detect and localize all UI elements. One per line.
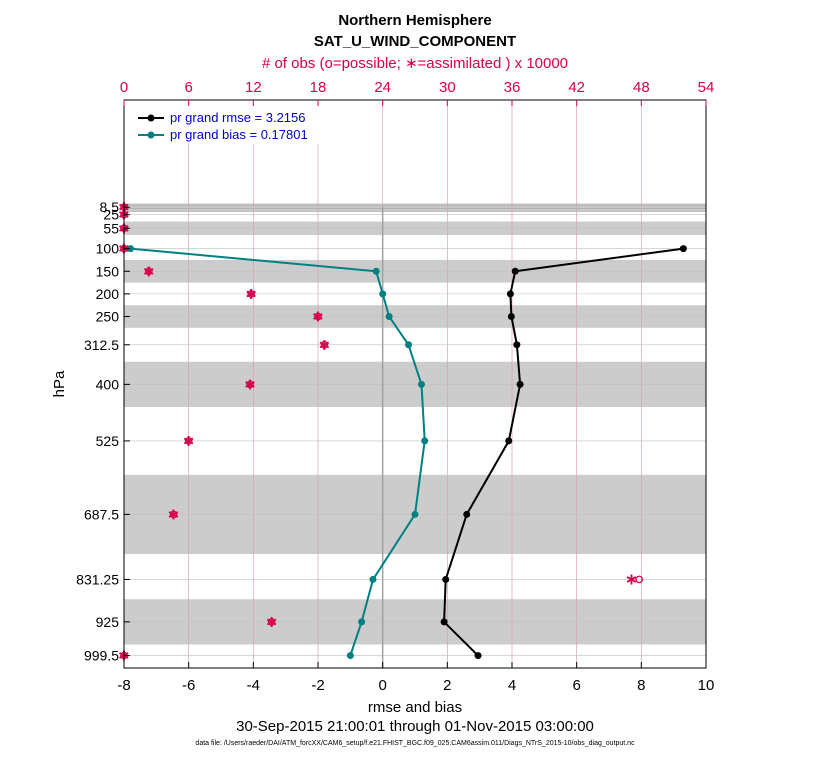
x-tick-label: 6 bbox=[572, 677, 580, 694]
x-tick-label: 4 bbox=[508, 677, 516, 694]
y-tick-label: 8.5 bbox=[100, 199, 120, 215]
obs-possible-marker bbox=[247, 290, 256, 298]
top-tick-label: 6 bbox=[184, 79, 192, 96]
bottom-axis: -8 -6 -4 -2 0 2 4 6 8 10 bbox=[117, 662, 714, 694]
bias-point bbox=[405, 341, 413, 349]
obs-possible-marker bbox=[144, 267, 153, 276]
obs-assimilated-marker: ∗ bbox=[182, 433, 195, 450]
legend: pr grand rmse = 3.2156 pr grand bias = 0… bbox=[132, 106, 362, 144]
y-tick-label: 200 bbox=[96, 286, 120, 302]
bias-point bbox=[379, 290, 387, 298]
y-tick-label: 25 bbox=[103, 207, 119, 223]
rmse-point bbox=[507, 313, 515, 320]
x-tick-label: -4 bbox=[247, 677, 260, 694]
bias-point bbox=[421, 437, 429, 445]
obs-possible-marker bbox=[635, 575, 644, 584]
x-tick-label: 8 bbox=[637, 677, 645, 694]
top-tick-label: 36 bbox=[504, 79, 521, 96]
x-tick-label: -8 bbox=[117, 677, 130, 694]
top-axis-label: # of obs (o=possible; ∗=assimilated ) x … bbox=[262, 55, 568, 72]
bias-point bbox=[369, 575, 377, 583]
legend-rmse-label: pr grand rmse = 3.2156 bbox=[170, 110, 306, 125]
obs-possible-marker bbox=[314, 312, 322, 321]
rmse-point bbox=[442, 575, 450, 583]
obs-possible-marker bbox=[246, 380, 254, 389]
rmse-point bbox=[440, 618, 448, 626]
obs-assimilated-marker: ∗ bbox=[311, 309, 324, 326]
obs-assimilated-marker: ∗ bbox=[625, 571, 638, 588]
date-range: 30-Sep-2015 21:00:01 through 01-Nov-2015… bbox=[236, 718, 594, 735]
obs-assimilated-marker: ∗ bbox=[318, 337, 331, 354]
obs-assimilated-marker: ∗ bbox=[167, 506, 180, 523]
rmse-point bbox=[506, 290, 514, 298]
obs-possible-marker bbox=[267, 618, 276, 626]
x-tick-label: 0 bbox=[378, 677, 386, 694]
rmse-point bbox=[505, 437, 513, 445]
bias-point bbox=[126, 245, 134, 253]
top-tick-label: 54 bbox=[698, 79, 715, 96]
x-tick-label: -6 bbox=[182, 677, 195, 694]
legend-rmse-marker bbox=[147, 114, 155, 122]
y-tick-label: 999.5 bbox=[84, 648, 119, 664]
y-tick-label: 831.25 bbox=[76, 571, 119, 587]
chart-subtitle: SAT_U_WIND_COMPONENT bbox=[314, 33, 516, 50]
series-lines bbox=[126, 245, 687, 660]
bias-point bbox=[358, 618, 366, 626]
top-axis: 0 6 12 18 24 30 36 42 48 54 bbox=[120, 79, 715, 106]
top-tick-label: 42 bbox=[568, 79, 585, 96]
top-tick-label: 48 bbox=[633, 79, 650, 96]
top-tick-label: 0 bbox=[120, 79, 128, 96]
obs-assimilated-marker: ∗ bbox=[142, 263, 155, 280]
rmse-point bbox=[474, 652, 482, 660]
y-tick-label: 687.5 bbox=[84, 506, 119, 522]
legend-box bbox=[132, 106, 362, 144]
bias-point bbox=[346, 652, 354, 660]
obs-assimilated-marker: ∗ bbox=[244, 286, 257, 303]
rmse-point bbox=[513, 341, 521, 349]
bias-point bbox=[417, 380, 425, 388]
rmse-point bbox=[463, 510, 471, 518]
obs-assimilated-marker: ∗ bbox=[265, 614, 278, 631]
bias-point bbox=[385, 313, 393, 320]
obs-assimilated-marker: ∗ bbox=[243, 376, 256, 393]
top-tick-label: 30 bbox=[439, 79, 456, 96]
y-tick-label: 400 bbox=[96, 376, 120, 392]
chart-title: Northern Hemisphere bbox=[338, 12, 491, 29]
shaded-bands bbox=[124, 203, 706, 645]
y-tick-label: 250 bbox=[96, 309, 120, 325]
legend-bias-marker bbox=[147, 131, 155, 139]
rmse-point bbox=[679, 245, 687, 253]
rmse-point bbox=[511, 267, 519, 275]
y-tick-label: 525 bbox=[96, 433, 120, 449]
y-axis-label: hPa bbox=[51, 370, 68, 397]
x-axis-label: rmse and bias bbox=[368, 699, 462, 716]
y-tick-label: 150 bbox=[96, 263, 120, 279]
y-tick-label: 55 bbox=[103, 220, 119, 236]
x-tick-label: -2 bbox=[311, 677, 324, 694]
y-tick-label: 312.5 bbox=[84, 337, 119, 353]
x-tick-label: 2 bbox=[443, 677, 451, 694]
bias-point bbox=[372, 267, 380, 275]
top-tick-label: 18 bbox=[310, 79, 327, 96]
obs-possible-marker bbox=[320, 340, 329, 349]
legend-bias-label: pr grand bias = 0.17801 bbox=[170, 127, 308, 142]
x-tick-label: 10 bbox=[698, 677, 715, 694]
footnote: data file: /Users/raeder/DAI/ATM_forcXX/… bbox=[195, 740, 635, 747]
obs-possible-marker bbox=[184, 437, 193, 445]
y-tick-label: 100 bbox=[96, 241, 120, 257]
gridlines bbox=[124, 100, 706, 668]
bias-point bbox=[411, 510, 419, 518]
obs-possible-marker bbox=[169, 510, 178, 519]
top-tick-label: 24 bbox=[374, 79, 391, 96]
rmse-point bbox=[516, 380, 524, 388]
top-tick-label: 12 bbox=[245, 79, 262, 96]
y-tick-label: 925 bbox=[96, 614, 120, 630]
